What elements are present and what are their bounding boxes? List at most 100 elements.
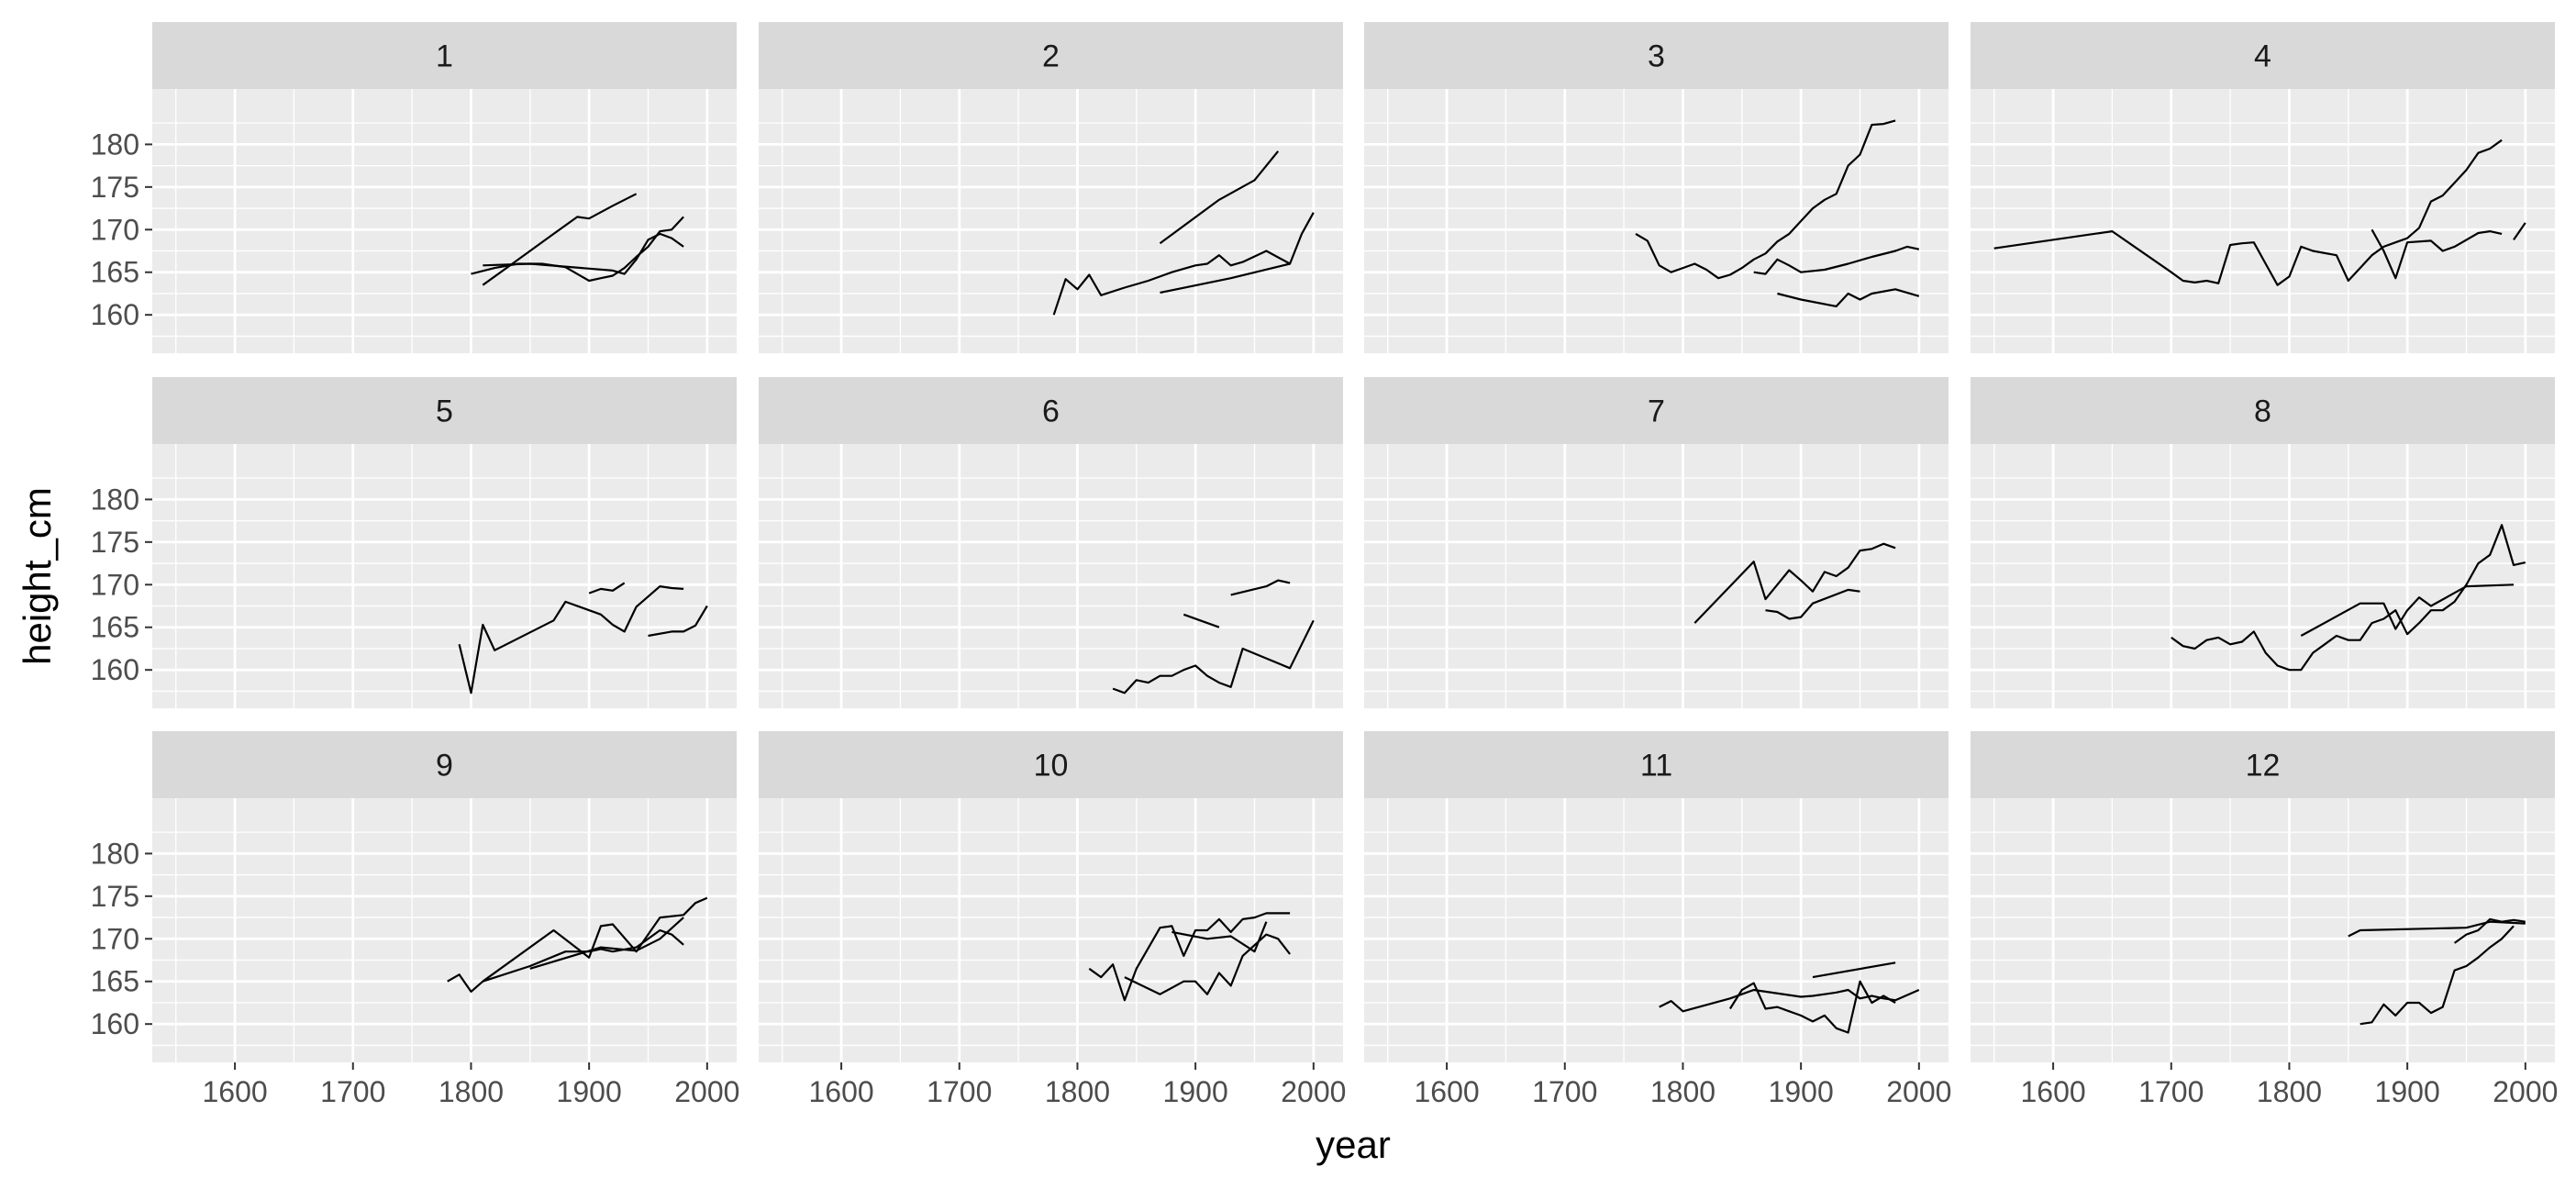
facet-panels: 1 2 3 45 6 7 89 10 11 12: [152, 22, 2555, 1062]
facet-panel-4: 4: [1971, 22, 2555, 353]
series-lines: [1993, 139, 2526, 286]
x-tick-label: 2000: [1886, 1075, 1951, 1108]
gridlines: [152, 89, 737, 353]
series-line-3: [1160, 262, 1291, 294]
panel-background: [1364, 444, 1949, 708]
series-line-1: [1052, 212, 1315, 316]
x-axis: 1600 1700 1800 1900 2000 1600 1700 1800 1900 2000…: [202, 1062, 2558, 1108]
facet-panel-10: 10: [759, 731, 1343, 1062]
facet-label: 1: [436, 39, 453, 74]
series-line-1: [2359, 925, 2515, 1026]
series-line-3: [483, 232, 684, 275]
facet-strip: [1971, 731, 2555, 798]
series-line-2: [588, 582, 626, 594]
facet-panel-9: 9: [152, 731, 737, 1062]
x-tick-label: 2000: [1281, 1075, 1346, 1108]
series-line-1: [1635, 119, 1896, 280]
facet-strip: [1971, 22, 2555, 89]
series-line-1: [458, 584, 684, 695]
series-lines: [1693, 542, 1896, 624]
facet-strip: [152, 22, 737, 89]
y-tick-label: 170: [91, 922, 139, 955]
series-lines: [1635, 119, 1920, 307]
facet-label: 10: [1034, 749, 1069, 783]
series-line-3: [529, 917, 684, 970]
gridlines: [759, 444, 1343, 708]
y-tick-label: 165: [91, 965, 139, 998]
series-line-2: [1124, 933, 1291, 995]
x-axis-title: year: [1316, 1123, 1391, 1166]
series-line-2: [1183, 613, 1220, 628]
series-line-3: [2453, 917, 2526, 944]
series-line-2: [1765, 588, 1860, 620]
facet-panel-11: 11: [1364, 731, 1949, 1062]
y-tick-label: 165: [91, 611, 139, 644]
x-tick-label: 1700: [1532, 1075, 1597, 1108]
series-line-2: [2371, 228, 2503, 280]
facet-label: 2: [1042, 39, 1060, 74]
series-line-1: [1693, 542, 1896, 624]
facet-strip: [1364, 731, 1949, 798]
facet-strip: [759, 731, 1343, 798]
series-line-1: [1112, 619, 1315, 695]
panel-background: [152, 444, 737, 708]
y-tick-label: 165: [91, 256, 139, 289]
facet-label: 5: [436, 394, 453, 429]
series-line-2: [2300, 583, 2515, 637]
series-lines: [2348, 917, 2526, 1026]
series-line-1: [447, 896, 708, 994]
gridlines: [1364, 89, 1949, 353]
gridlines: [1364, 444, 1949, 708]
series-lines: [471, 193, 684, 286]
panel-background: [759, 444, 1343, 708]
gridlines: [759, 89, 1343, 353]
y-tick-label: 175: [91, 880, 139, 913]
y-tick-label: 160: [91, 653, 139, 686]
series-line-3: [1777, 288, 1920, 307]
facet-label: 11: [1640, 749, 1672, 783]
gridlines: [1971, 89, 2555, 353]
series-lines: [2171, 524, 2526, 672]
series-lines: [1659, 961, 1920, 1034]
facet-panel-8: 8: [1971, 377, 2555, 708]
series-line-2: [1728, 980, 1896, 1034]
x-tick-label: 1600: [808, 1075, 873, 1108]
y-tick-label: 170: [91, 568, 139, 601]
x-tick-label: 1900: [1163, 1075, 1228, 1108]
facet-panel-3: 3: [1364, 22, 1949, 353]
x-tick-label: 1800: [1045, 1075, 1110, 1108]
facet-strip: [1364, 22, 1949, 89]
series-line-3: [1171, 921, 1268, 953]
x-tick-label: 1600: [1414, 1075, 1479, 1108]
x-tick-label: 1800: [439, 1075, 504, 1108]
facet-panel-7: 7: [1364, 377, 1949, 708]
series-line-3: [648, 605, 708, 638]
y-tick-label: 175: [91, 526, 139, 559]
series-line-3: [1812, 961, 1896, 979]
facet-label: 4: [2254, 39, 2271, 74]
series-lines: [1088, 912, 1291, 1002]
y-tick-label: 160: [91, 298, 139, 331]
series-lines: [1112, 579, 1315, 695]
gridlines: [152, 444, 737, 708]
facet-label: 6: [1042, 394, 1060, 429]
x-tick-label: 1800: [2257, 1075, 2322, 1108]
panel-background: [1971, 89, 2555, 353]
x-tick-label: 1900: [2375, 1075, 2440, 1108]
gridlines: [759, 798, 1343, 1062]
series-line-1: [2171, 524, 2526, 672]
gridlines: [1971, 798, 2555, 1062]
panel-background: [759, 798, 1343, 1062]
series-lines: [458, 582, 708, 695]
y-tick-label: 175: [91, 171, 139, 204]
x-tick-label: 1800: [1650, 1075, 1715, 1108]
y-tick-label: 180: [91, 483, 139, 516]
series-line-1: [1993, 139, 2503, 286]
x-tick-label: 1900: [1769, 1075, 1834, 1108]
x-tick-label: 1700: [320, 1075, 385, 1108]
facet-panel-1: 1: [152, 22, 737, 353]
series-line-3: [1230, 579, 1291, 596]
x-tick-label: 1700: [927, 1075, 992, 1108]
panel-background: [1364, 89, 1949, 353]
